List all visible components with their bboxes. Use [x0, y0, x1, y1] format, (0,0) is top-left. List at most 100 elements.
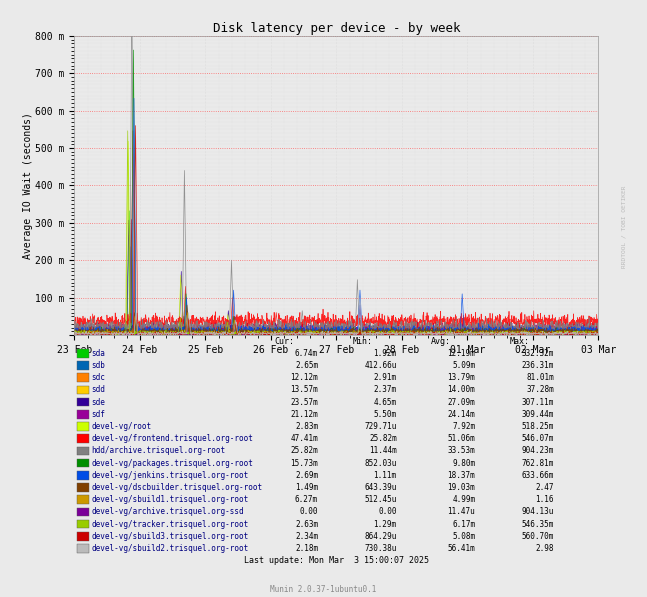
- Y-axis label: Average IO Wait (seconds): Average IO Wait (seconds): [23, 112, 32, 259]
- Text: 762.81m: 762.81m: [521, 458, 554, 467]
- Bar: [77, 447, 89, 456]
- Text: 852.03u: 852.03u: [364, 458, 397, 467]
- Text: 546.07m: 546.07m: [521, 434, 554, 443]
- Text: 512.45u: 512.45u: [364, 496, 397, 504]
- Text: sdc: sdc: [92, 373, 105, 382]
- Text: 5.50m: 5.50m: [373, 410, 397, 419]
- Text: 2.47: 2.47: [536, 483, 554, 492]
- Bar: [77, 544, 89, 553]
- Text: 37.28m: 37.28m: [526, 386, 554, 395]
- Text: 47.41m: 47.41m: [291, 434, 318, 443]
- Bar: [77, 484, 89, 492]
- Text: devel-vg/sbuild3.trisquel.org-root: devel-vg/sbuild3.trisquel.org-root: [92, 532, 249, 541]
- Text: 27.09m: 27.09m: [448, 398, 476, 407]
- Text: 904.13u: 904.13u: [521, 507, 554, 516]
- Text: 5.08m: 5.08m: [452, 532, 476, 541]
- Text: 51.06m: 51.06m: [448, 434, 476, 443]
- Text: devel-vg/archive.trisquel.org-ssd: devel-vg/archive.trisquel.org-ssd: [92, 507, 245, 516]
- Text: Avg:: Avg:: [432, 337, 451, 346]
- Text: 11.44m: 11.44m: [369, 447, 397, 456]
- Text: devel-vg/sbuild2.trisquel.org-root: devel-vg/sbuild2.trisquel.org-root: [92, 544, 249, 553]
- Text: 2.98: 2.98: [536, 544, 554, 553]
- Text: 33.53m: 33.53m: [448, 447, 476, 456]
- Text: 633.66m: 633.66m: [521, 471, 554, 480]
- Bar: [77, 386, 89, 394]
- Text: 9.80m: 9.80m: [452, 458, 476, 467]
- Bar: [77, 398, 89, 407]
- Text: 4.99m: 4.99m: [452, 496, 476, 504]
- Text: Min:: Min:: [353, 337, 373, 346]
- Text: 23.57m: 23.57m: [291, 398, 318, 407]
- Text: 309.44m: 309.44m: [521, 410, 554, 419]
- Text: 864.29u: 864.29u: [364, 532, 397, 541]
- Text: Last update: Mon Mar  3 15:00:07 2025: Last update: Mon Mar 3 15:00:07 2025: [244, 556, 429, 565]
- Text: 6.27m: 6.27m: [295, 496, 318, 504]
- Bar: [77, 471, 89, 479]
- Text: 904.23m: 904.23m: [521, 447, 554, 456]
- Text: Cur:: Cur:: [274, 337, 294, 346]
- Text: 12.12m: 12.12m: [291, 373, 318, 382]
- Bar: [77, 361, 89, 370]
- Text: 21.12m: 21.12m: [291, 410, 318, 419]
- Text: sdd: sdd: [92, 386, 105, 395]
- Text: 2.18m: 2.18m: [295, 544, 318, 553]
- Text: 15.73m: 15.73m: [291, 458, 318, 467]
- Text: 1.92m: 1.92m: [373, 349, 397, 358]
- Text: 7.92m: 7.92m: [452, 422, 476, 431]
- Text: Munin 2.0.37-1ubuntu0.1: Munin 2.0.37-1ubuntu0.1: [270, 585, 377, 594]
- Text: devel-vg/dscbuilder.trisquel.org-root: devel-vg/dscbuilder.trisquel.org-root: [92, 483, 263, 492]
- Text: hdd/archive.trisquel.org-root: hdd/archive.trisquel.org-root: [92, 447, 226, 456]
- Bar: [77, 410, 89, 418]
- Text: 5.09m: 5.09m: [452, 361, 476, 370]
- Text: 546.35m: 546.35m: [521, 519, 554, 529]
- Text: 518.25m: 518.25m: [521, 422, 554, 431]
- Bar: [77, 507, 89, 516]
- Text: 13.79m: 13.79m: [448, 373, 476, 382]
- Text: 332.32m: 332.32m: [521, 349, 554, 358]
- Text: 729.71u: 729.71u: [364, 422, 397, 431]
- Text: 25.82m: 25.82m: [291, 447, 318, 456]
- Text: devel-vg/root: devel-vg/root: [92, 422, 152, 431]
- Text: 2.91m: 2.91m: [373, 373, 397, 382]
- Text: 14.00m: 14.00m: [448, 386, 476, 395]
- Text: sda: sda: [92, 349, 105, 358]
- Bar: [77, 422, 89, 431]
- Text: Max:: Max:: [510, 337, 530, 346]
- Text: devel-vg/sbuild1.trisquel.org-root: devel-vg/sbuild1.trisquel.org-root: [92, 496, 249, 504]
- Bar: [77, 435, 89, 443]
- Bar: [77, 459, 89, 467]
- Text: 24.14m: 24.14m: [448, 410, 476, 419]
- Title: Disk latency per device - by week: Disk latency per device - by week: [213, 21, 460, 35]
- Text: 0.00: 0.00: [378, 507, 397, 516]
- Text: sdb: sdb: [92, 361, 105, 370]
- Text: devel-vg/frontend.trisquel.org-root: devel-vg/frontend.trisquel.org-root: [92, 434, 254, 443]
- Text: 18.37m: 18.37m: [448, 471, 476, 480]
- Bar: [77, 349, 89, 358]
- Text: 2.69m: 2.69m: [295, 471, 318, 480]
- Text: sdf: sdf: [92, 410, 105, 419]
- Bar: [77, 520, 89, 528]
- Text: 560.70m: 560.70m: [521, 532, 554, 541]
- Text: 643.39u: 643.39u: [364, 483, 397, 492]
- Text: 12.19m: 12.19m: [448, 349, 476, 358]
- Text: 19.03m: 19.03m: [448, 483, 476, 492]
- Text: 2.83m: 2.83m: [295, 422, 318, 431]
- Text: 0.00: 0.00: [300, 507, 318, 516]
- Text: 81.01m: 81.01m: [526, 373, 554, 382]
- Text: 2.34m: 2.34m: [295, 532, 318, 541]
- Text: devel-vg/tracker.trisquel.org-root: devel-vg/tracker.trisquel.org-root: [92, 519, 249, 529]
- Text: 11.47u: 11.47u: [448, 507, 476, 516]
- Bar: [77, 374, 89, 382]
- Text: 4.65m: 4.65m: [373, 398, 397, 407]
- Text: 25.82m: 25.82m: [369, 434, 397, 443]
- Bar: [77, 496, 89, 504]
- Text: 56.41m: 56.41m: [448, 544, 476, 553]
- Text: 6.17m: 6.17m: [452, 519, 476, 529]
- Text: 236.31m: 236.31m: [521, 361, 554, 370]
- Text: 1.11m: 1.11m: [373, 471, 397, 480]
- Text: RRDTOOL / TOBI OETIKER: RRDTOOL / TOBI OETIKER: [622, 186, 627, 268]
- Text: 1.29m: 1.29m: [373, 519, 397, 529]
- Text: 412.66u: 412.66u: [364, 361, 397, 370]
- Text: sde: sde: [92, 398, 105, 407]
- Text: 307.11m: 307.11m: [521, 398, 554, 407]
